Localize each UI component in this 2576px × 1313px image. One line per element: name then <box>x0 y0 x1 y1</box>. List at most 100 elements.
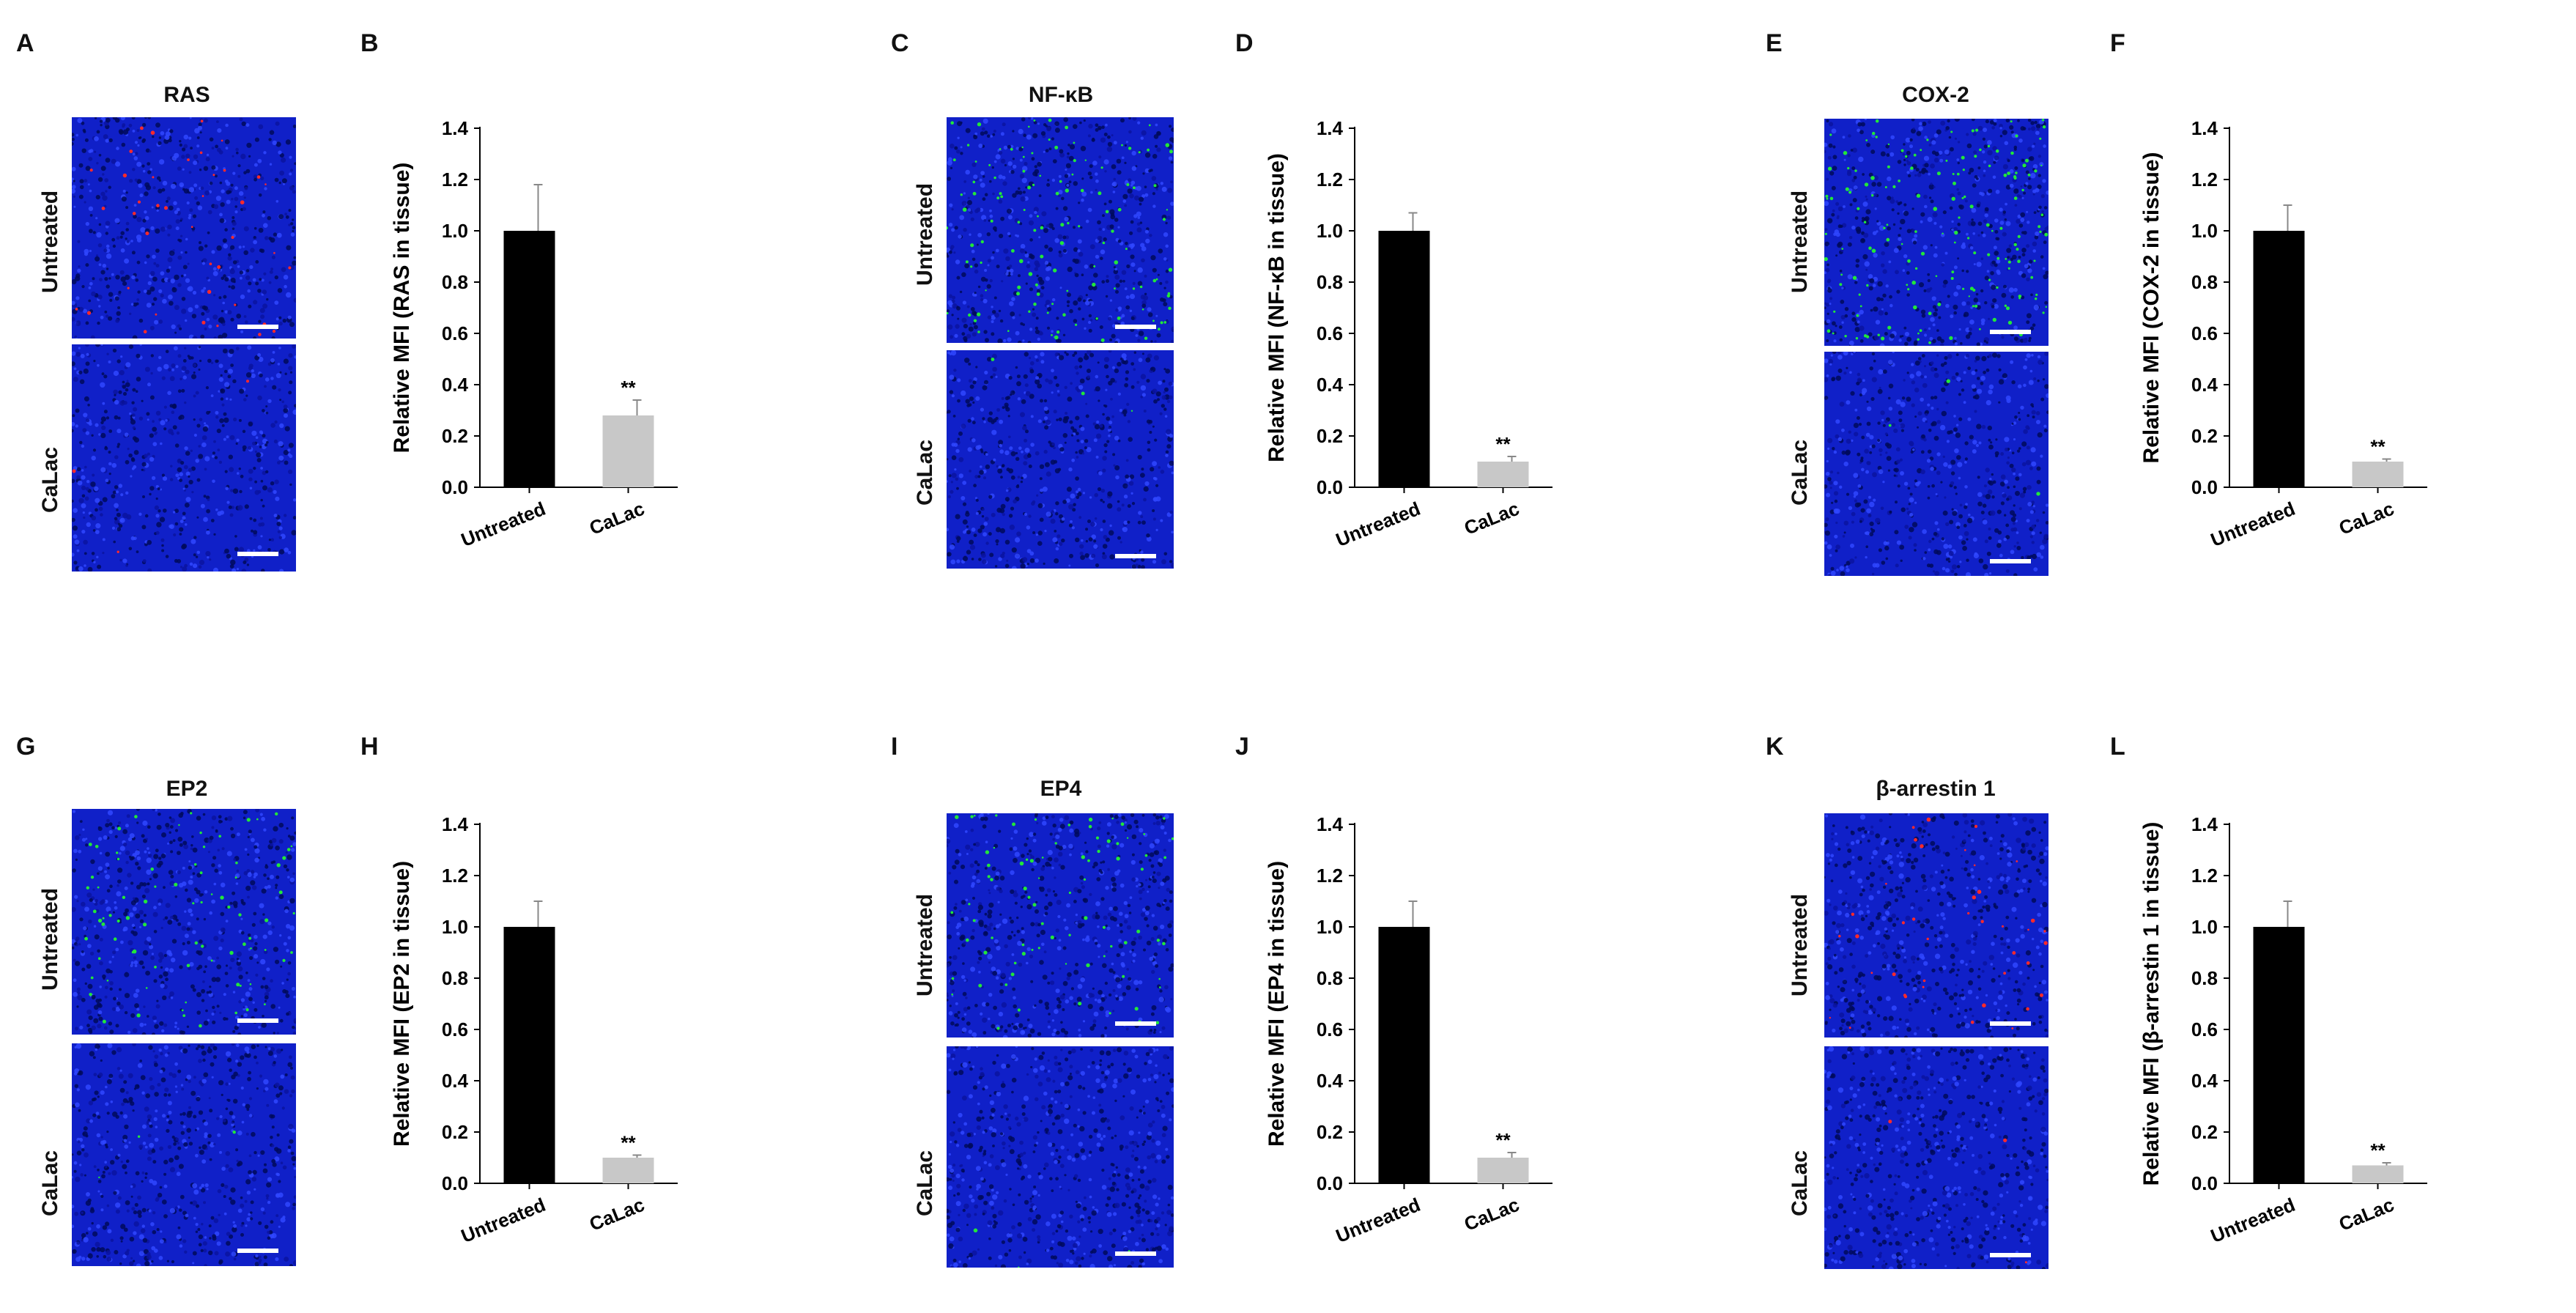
y-tick-label: 1.4 <box>1317 117 1344 139</box>
nuclei-texture <box>72 809 296 1035</box>
significance-label: ** <box>1495 1129 1511 1151</box>
nuclei-texture <box>1824 119 2048 346</box>
y-tick-label: 0.2 <box>442 425 468 447</box>
x-tick-label: CaLac <box>1461 1194 1522 1235</box>
scale-bar <box>1990 1253 2031 1257</box>
marker-signal <box>950 814 1174 1030</box>
image-title-beta-arrestin: β-arrestin 1 <box>1876 777 1996 801</box>
nuclei-texture <box>947 1046 1174 1268</box>
bar-chart-nfkb: Relative MFI (NF-κB in tissue) 0.0 0.2 0.4 0… <box>1265 117 1552 551</box>
y-tick-label: 0.4 <box>442 374 469 396</box>
y-tick-label: 0.6 <box>442 1018 468 1040</box>
y-tick-label: 1.0 <box>2191 916 2218 938</box>
micrograph-beta-arrestin-untreated <box>1824 813 2048 1038</box>
y-axis-label: Relative MFI (RAS in tissue) <box>390 163 414 454</box>
bar-chart-cox2: Relative MFI (COX-2 in tissue) 0.0 0.2 0.4 0… <box>2139 117 2427 551</box>
scale-bar <box>1990 559 2031 563</box>
scale-bar <box>237 552 278 556</box>
micrograph-ep2-calac <box>72 1043 296 1266</box>
y-tick-label: 0.0 <box>1317 476 1343 498</box>
image-title-ras: RAS <box>163 83 210 107</box>
bar-calac <box>1477 1158 1529 1183</box>
scale-bar <box>1115 1251 1156 1256</box>
x-tick-label: CaLac <box>586 498 648 539</box>
y-tick-label: 0.8 <box>2191 271 2218 293</box>
panel-letter-f: F <box>2110 29 2125 57</box>
scale-bar <box>237 1018 278 1023</box>
significance-label: ** <box>1495 433 1511 455</box>
y-tick-label: 0.4 <box>1317 1070 1344 1092</box>
y-tick-label: 0.8 <box>2191 967 2218 989</box>
row-label-calac-g: CaLac <box>38 1150 62 1216</box>
panel-letter-c: C <box>891 29 909 57</box>
row-label-untreated-g: Untreated <box>38 887 62 991</box>
x-tick-label: CaLac <box>2336 1194 2397 1235</box>
y-tick-label: 0.6 <box>1317 322 1343 344</box>
bar-calac <box>602 415 654 487</box>
y-tick-label: 1.2 <box>1317 169 1343 191</box>
significance-label: ** <box>2370 436 2386 458</box>
panel-letter-i: I <box>891 733 898 761</box>
bar-chart-beta-arrestin: Relative MFI (β-arrestin 1 in tissue) 0.0… <box>2139 813 2427 1247</box>
scale-bar <box>1115 1021 1156 1026</box>
micrograph-ep2-untreated <box>72 809 296 1035</box>
y-tick-label: 0.0 <box>442 476 468 498</box>
y-tick-label: 0.0 <box>2191 1172 2218 1194</box>
row-label-calac-c: CaLac <box>913 439 937 506</box>
y-tick-label: 1.0 <box>1317 220 1343 242</box>
marker-signal <box>1888 1120 2027 1264</box>
bar-calac <box>1477 462 1529 487</box>
y-tick-label: 1.2 <box>2191 865 2218 887</box>
scale-bar <box>1990 330 2031 334</box>
image-title-ep2: EP2 <box>166 777 208 801</box>
micrograph-ep4-untreated <box>947 813 1174 1038</box>
panel-letter-b: B <box>360 29 379 57</box>
bar-untreated <box>503 927 555 1183</box>
marker-signal <box>1888 379 2040 496</box>
marker-signal <box>72 380 249 553</box>
x-tick-label: Untreated <box>458 1194 549 1247</box>
x-tick-label: CaLac <box>1461 498 1522 539</box>
y-tick-label: 1.2 <box>442 865 468 887</box>
y-axis-label: Relative MFI (COX-2 in tissue) <box>2139 152 2164 463</box>
significance-label: ** <box>621 377 636 399</box>
scale-bar <box>237 1249 278 1253</box>
bar-untreated <box>1378 231 1430 487</box>
y-tick-label: 0.0 <box>1317 1172 1343 1194</box>
micrograph-cox2-calac <box>1824 352 2048 576</box>
bar-chart-ep2: Relative MFI (EP2 in tissue) 0.0 0.2 0.4 0.6… <box>390 813 678 1247</box>
y-axis-label: Relative MFI (NF-κB in tissue) <box>1265 153 1289 462</box>
y-tick-label: 0.4 <box>442 1070 469 1092</box>
row-label-untreated-k: Untreated <box>1788 893 1812 996</box>
scale-bar <box>1115 325 1156 329</box>
y-tick-label: 0.4 <box>1317 374 1344 396</box>
y-tick-label: 0.4 <box>2191 374 2218 396</box>
panel-letter-g: G <box>16 733 36 761</box>
row-label-untreated-e: Untreated <box>1788 190 1812 293</box>
y-axis-label: Relative MFI (EP2 in tissue) <box>390 861 414 1147</box>
y-tick-label: 0.4 <box>2191 1070 2218 1092</box>
y-tick-label: 0.8 <box>1317 271 1343 293</box>
bar-calac <box>2352 462 2404 487</box>
bar-untreated <box>2253 927 2305 1183</box>
image-title-cox2: COX-2 <box>1902 83 1969 107</box>
x-tick-label: Untreated <box>458 498 549 551</box>
micrograph-beta-arrestin-calac <box>1824 1046 2048 1269</box>
y-tick-label: 0.2 <box>2191 425 2218 447</box>
marker-signal <box>98 1131 236 1179</box>
scale-bar <box>1990 1021 2031 1026</box>
y-tick-label: 0.8 <box>442 271 468 293</box>
nuclei-texture <box>947 813 1174 1038</box>
bar-chart-ras: Relative MFI (RAS in tissue) 0.0 0.2 0.4 0.6… <box>390 117 678 551</box>
panel-letter-j: J <box>1235 733 1249 761</box>
marker-signal <box>75 119 292 336</box>
y-tick-label: 1.0 <box>442 916 468 938</box>
y-tick-label: 0.6 <box>2191 1018 2218 1040</box>
y-axis-label: Relative MFI (β-arrestin 1 in tissue) <box>2139 822 2164 1186</box>
micrograph-ras-calac <box>72 344 296 572</box>
row-label-calac-e: CaLac <box>1788 439 1812 506</box>
x-tick-label: Untreated <box>2207 498 2298 551</box>
bar-untreated <box>1378 927 1430 1183</box>
panel-letter-e: E <box>1766 29 1783 57</box>
y-tick-label: 0.6 <box>442 322 468 344</box>
